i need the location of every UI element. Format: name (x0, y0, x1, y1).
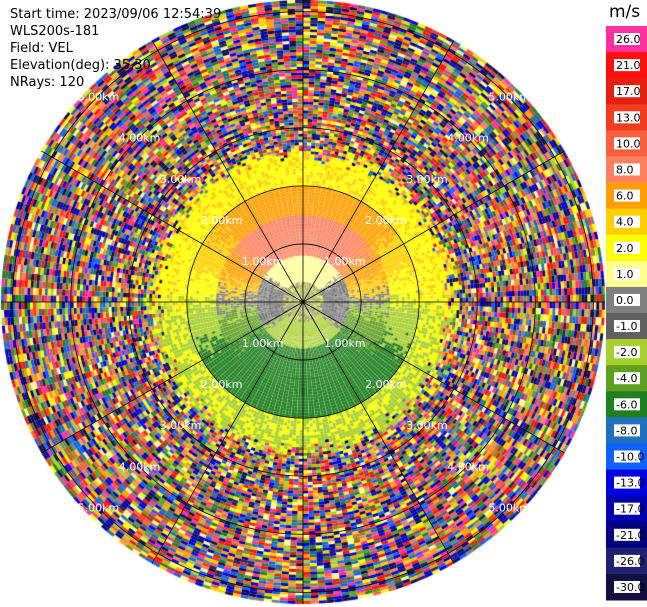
ring-label-5--45: 5.00km (78, 91, 120, 104)
colorbar-tick-1: 21.0 (616, 59, 641, 72)
field-label: Field: VEL (10, 41, 73, 56)
colorbar-tick-11: -1.0 (616, 320, 637, 333)
ring-label-5-135: 5.00km (488, 501, 530, 514)
ring-label-2-45: 2.00km (365, 214, 407, 227)
ring-label-5-45: 5.00km (488, 91, 530, 104)
colorbar-tick-6: 6.0 (616, 190, 634, 203)
colorbar-tick-4: 10.0 (616, 137, 641, 150)
ring-label-1--45: 1.00km (242, 255, 284, 268)
colorbar-tick-19: -21.0 (616, 529, 644, 542)
colorbar-title: m/s (609, 2, 640, 22)
ring-label-5-225: 5.00km (78, 501, 120, 514)
azimuth-spoke-210 (151, 301, 304, 564)
colorbar-tick-7: 4.0 (616, 216, 634, 229)
colorbar-tick-12: -2.0 (616, 346, 637, 359)
colorbar-tick-8: 2.0 (616, 242, 634, 255)
ring-label-3--45: 3.00km (160, 173, 202, 186)
azimuth-spoke-300 (41, 150, 304, 303)
colorbar-tick-16: -10.0 (616, 451, 644, 464)
ring-label-3-225: 3.00km (160, 419, 202, 432)
ring-label-4-225: 4.00km (119, 460, 161, 473)
colorbar-tick-17: -13.0 (616, 477, 644, 490)
colorbar-tick-21: -30.0 (616, 581, 644, 594)
ring-label-2--45: 2.00km (201, 214, 243, 227)
azimuth-spoke-330 (151, 40, 304, 303)
colorbar-tick-15: -8.0 (616, 424, 637, 437)
colorbar-tick-3: 13.0 (616, 111, 641, 124)
azimuth-spoke-120 (302, 301, 565, 454)
ring-label-3-45: 3.00km (406, 173, 448, 186)
ring-label-4-45: 4.00km (447, 132, 489, 145)
ring-label-1-135: 1.00km (324, 337, 366, 350)
colorbar-tick-20: -26.0 (616, 555, 644, 568)
ring-label-1-45: 1.00km (324, 255, 366, 268)
colorbar-tick-14: -6.0 (616, 398, 637, 411)
colorbar-tick-18: -17.0 (616, 503, 644, 516)
ring-label-4-135: 4.00km (447, 460, 489, 473)
colorbar-tick-0: 26.0 (616, 33, 641, 46)
colorbar-tick-13: -4.0 (616, 372, 637, 385)
site-label: WLS200s-181 (10, 24, 100, 39)
start-time-label: Start time: 2023/09/06 12:54:39 (10, 7, 222, 22)
azimuth-spoke-60 (302, 150, 565, 303)
azimuth-spoke-240 (41, 301, 304, 454)
azimuth-spoke-150 (302, 301, 455, 564)
nrays-label: NRays: 120 (10, 75, 85, 90)
colorbar-tick-10: 0.0 (616, 294, 634, 307)
colorbar-tick-5: 8.0 (616, 164, 634, 177)
ring-label-2-225: 2.00km (201, 378, 243, 391)
elevation-label: Elevation(deg): 35.30 (10, 58, 151, 73)
colorbar-tick-2: 17.0 (616, 85, 641, 98)
azimuth-spoke-30 (302, 40, 455, 303)
ring-label-2-135: 2.00km (365, 378, 407, 391)
colorbar-tick-9: 1.0 (616, 268, 634, 281)
ring-label-3-135: 3.00km (406, 419, 448, 432)
ring-label-1-225: 1.00km (242, 337, 284, 350)
colorbar: m/s 26.0 21.0 17.0 13.0 10.0 8.0 6.0 4.0 2.0 1.0 0.… (606, 2, 647, 601)
ring-label-4--45: 4.00km (119, 132, 161, 145)
